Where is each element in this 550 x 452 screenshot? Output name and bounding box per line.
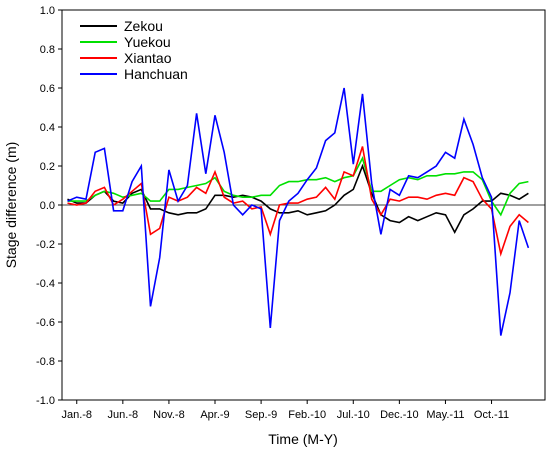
legend-label: Yuekou	[124, 34, 171, 50]
y-tick-label: 0.2	[40, 161, 55, 173]
plot-frame	[61, 9, 546, 401]
y-tick-label: -0.4	[36, 278, 55, 290]
x-tick-label: Dec.-10	[380, 409, 419, 421]
x-tick-label: Jun.-8	[108, 409, 139, 421]
series-line	[67, 156, 529, 217]
y-tick-label: 1.0	[40, 5, 55, 17]
x-tick-label: Jul.-10	[337, 409, 370, 421]
legend-label: Zekou	[124, 18, 163, 34]
series-line	[67, 163, 529, 235]
x-axis-title: Time (M-Y)	[268, 431, 337, 447]
y-tick-label: 0.0	[40, 200, 55, 212]
legend-label: Xiantao	[124, 50, 172, 66]
x-tick-label: May.-11	[426, 409, 464, 421]
y-tick-label: 0.4	[40, 122, 55, 134]
x-tick-label: Nov.-8	[153, 409, 185, 421]
legend-label: Hanchuan	[124, 66, 188, 82]
y-axis-title: Stage difference (m)	[3, 142, 19, 269]
y-tick-label: -0.6	[36, 317, 55, 329]
series-line	[67, 146, 529, 257]
x-tick-label: Oct.-11	[474, 409, 509, 421]
x-tick-label: Jan.-8	[61, 409, 92, 421]
y-tick-label: 0.6	[40, 83, 55, 95]
y-tick-label: -0.2	[36, 239, 55, 251]
x-tick-label: Feb.-10	[288, 409, 326, 421]
y-tick-label: 0.8	[40, 44, 55, 56]
x-tick-label: Sep.-9	[245, 409, 277, 421]
series-line	[67, 87, 530, 336]
y-tick-label: -0.8	[36, 356, 55, 368]
y-tick-label: -1.0	[36, 395, 55, 407]
x-tick-label: Apr.-9	[200, 409, 229, 421]
